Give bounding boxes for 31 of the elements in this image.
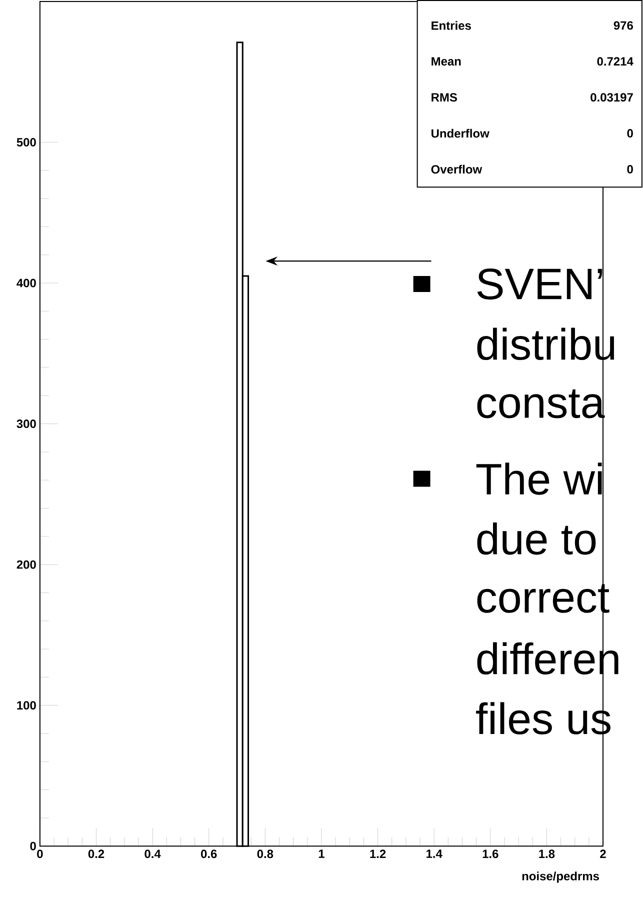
annotation: Underflow: [432, 128, 490, 138]
y-tick-label: 300: [16, 420, 36, 428]
x-tick-label: 1.4: [426, 850, 442, 858]
text: 0: [627, 129, 633, 138]
annotation: SVEN’: [477, 268, 602, 300]
x-tick-label: 1: [318, 850, 324, 858]
x-tick-label: 0.8: [257, 850, 274, 858]
x-tick-label: 0.6: [201, 850, 217, 858]
y-tick-label: 400: [16, 278, 36, 288]
x-axis-title: noise/pedrms: [522, 872, 600, 883]
text: 0: [627, 164, 633, 174]
annotation: due to: [477, 522, 596, 555]
x-tick-label: 1.8: [539, 850, 555, 858]
text: 976: [614, 21, 634, 30]
annotation: The wi: [476, 462, 602, 495]
annotation: RMS: [432, 93, 457, 102]
y-tick-label: 100: [17, 701, 36, 710]
annotation: Entries: [432, 21, 471, 30]
x-tick-label: 0.4: [144, 850, 161, 858]
y-tick-label: 0: [30, 842, 36, 850]
x-tick-label: 0.2: [88, 850, 104, 858]
annotation: 0.7214: [597, 57, 634, 66]
x-tick-label: 2: [600, 850, 606, 858]
x-tick-label: 0: [37, 850, 43, 858]
x-tick-label: 1.6: [482, 850, 498, 858]
annotation: 0.03197: [590, 93, 633, 102]
annotation: Mean: [432, 57, 461, 66]
y-tick-label: 200: [16, 560, 36, 569]
annotation: Overflow: [431, 164, 482, 174]
x-tick-label: 1.2: [370, 850, 386, 858]
y-tick-label: 500: [16, 138, 36, 146]
